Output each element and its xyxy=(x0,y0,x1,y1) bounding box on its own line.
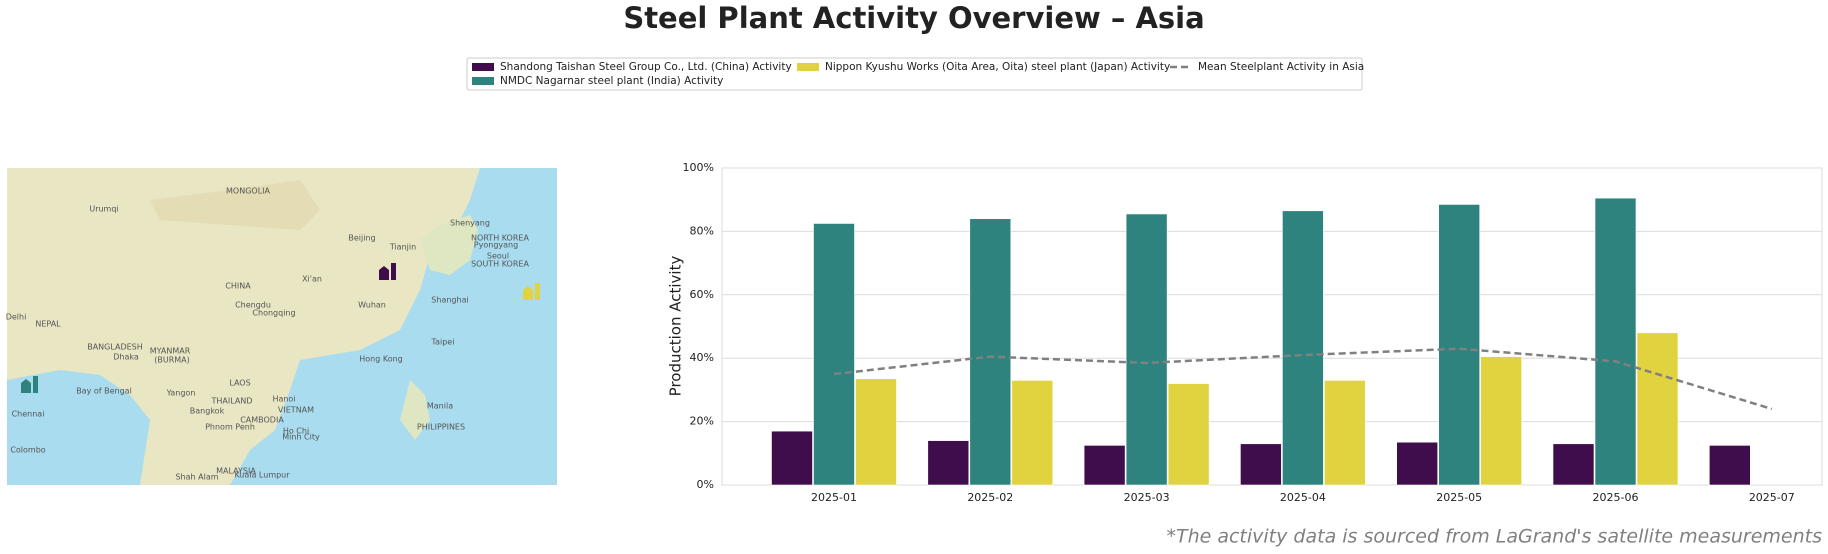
legend-label: Shandong Taishan Steel Group Co., Ltd. (… xyxy=(500,61,792,73)
bar xyxy=(1396,441,1438,486)
map-land xyxy=(420,215,478,275)
bar xyxy=(1552,443,1595,486)
mean-line xyxy=(833,347,1773,411)
map-sea xyxy=(230,168,557,485)
map-label: NORTH KOREA xyxy=(471,234,529,243)
map-label: Yangon xyxy=(166,389,196,398)
y-tick-label: 20% xyxy=(690,415,714,428)
map-label: Phnom Penh xyxy=(205,423,255,432)
x-tick-label: 2025-07 xyxy=(1749,491,1795,504)
map-label: Hong Kong xyxy=(359,355,403,364)
plant-marker xyxy=(21,376,38,393)
y-tick-label: 100% xyxy=(683,161,714,174)
legend-label: NMDC Nagarnar steel plant (India) Activi… xyxy=(500,75,723,87)
legend-swatch xyxy=(797,63,819,71)
map-label: Shah Alam xyxy=(175,473,218,482)
bar xyxy=(927,440,970,486)
map xyxy=(7,168,557,485)
bar xyxy=(1594,197,1637,486)
bar xyxy=(855,378,897,486)
bar xyxy=(1011,380,1054,486)
plant-marker xyxy=(379,263,396,280)
map-label: THAILAND xyxy=(211,397,253,406)
map-label: Kuala Lumpur xyxy=(234,471,290,480)
map-label: Ho Chi xyxy=(283,427,309,436)
map-label: PHILIPPINES xyxy=(417,423,465,432)
map-label: Hanoi xyxy=(272,395,295,404)
bar xyxy=(1709,445,1751,486)
map-label: Taipei xyxy=(431,338,455,347)
x-tick-label: 2025-02 xyxy=(967,491,1013,504)
map-label: Pyongyang xyxy=(474,241,518,250)
legend-label: Nippon Kyushu Works (Oita Area, Oita) st… xyxy=(825,61,1170,73)
y-tick-label: 0% xyxy=(697,478,714,491)
map-label: Beijing xyxy=(348,234,375,243)
map-label: LAOS xyxy=(229,379,250,388)
map-label: NEPAL xyxy=(35,320,61,329)
map-label: Delhi xyxy=(6,313,27,322)
y-tick-label: 60% xyxy=(690,288,714,301)
map-label: Manila xyxy=(427,402,453,411)
x-tick-label: 2025-06 xyxy=(1593,491,1639,504)
legend-swatch xyxy=(472,63,494,71)
map-label: Chongqing xyxy=(252,309,295,318)
bar xyxy=(813,223,855,486)
bar xyxy=(771,430,813,486)
legend-label: Mean Steelplant Activity in Asia xyxy=(1198,61,1364,73)
x-tick-label: 2025-04 xyxy=(1280,491,1326,504)
map-label: Dhaka xyxy=(113,353,139,362)
map-label: Chengdu xyxy=(235,301,271,310)
map-label: CHINA xyxy=(225,282,251,291)
bar xyxy=(1167,383,1210,486)
x-tick-label: 2025-05 xyxy=(1436,491,1482,504)
bar xyxy=(1636,332,1679,486)
map-label: MYANMAR xyxy=(150,347,191,356)
bar xyxy=(1240,443,1282,486)
bar xyxy=(1282,210,1324,486)
map-label: Wuhan xyxy=(358,301,386,310)
legend-swatch xyxy=(472,77,494,85)
bar xyxy=(1083,445,1126,486)
map-label: Bangkok xyxy=(190,407,225,416)
map-label: Chennai xyxy=(12,410,45,419)
map-label: Bay of Bengal xyxy=(76,387,132,396)
map-label: SOUTH KOREA xyxy=(471,260,529,269)
legend-box xyxy=(466,57,1363,91)
footnote: *The activity data is sourced from LaGra… xyxy=(1166,526,1822,548)
bar xyxy=(1324,380,1366,486)
bar xyxy=(1480,356,1522,486)
map-label: CAMBODIA xyxy=(240,416,284,425)
map-label: Colombo xyxy=(10,446,45,455)
chart-title: Steel Plant Activity Overview – Asia xyxy=(623,1,1204,35)
x-tick-label: 2025-03 xyxy=(1124,491,1170,504)
map-label: Tianjin xyxy=(389,243,416,252)
map-label: Shanghai xyxy=(431,296,468,305)
bar xyxy=(1438,204,1480,486)
y-tick-label: 80% xyxy=(690,224,714,237)
map-land xyxy=(400,380,430,440)
y-tick-label: 40% xyxy=(690,351,714,364)
bar xyxy=(1125,213,1168,486)
map-label: Xi'an xyxy=(302,275,322,284)
map-label: (BURMA) xyxy=(154,356,190,365)
map-label: MALAYSIA xyxy=(216,467,256,476)
map-land xyxy=(150,180,320,230)
map-label: Minh City xyxy=(282,433,320,442)
map-label: Shenyang xyxy=(450,219,490,228)
bar xyxy=(969,218,1012,486)
map-sea xyxy=(7,370,150,485)
y-axis-label: Production Activity xyxy=(667,256,685,397)
map-label: Seoul xyxy=(487,252,509,261)
map-label: Urumqi xyxy=(89,205,118,214)
x-tick-label: 2025-01 xyxy=(811,491,857,504)
map-label: VIETNAM xyxy=(278,406,314,415)
plant-marker xyxy=(523,283,540,300)
map-label: BANGLADESH xyxy=(87,343,143,352)
map-label: MONGOLIA xyxy=(226,187,270,196)
